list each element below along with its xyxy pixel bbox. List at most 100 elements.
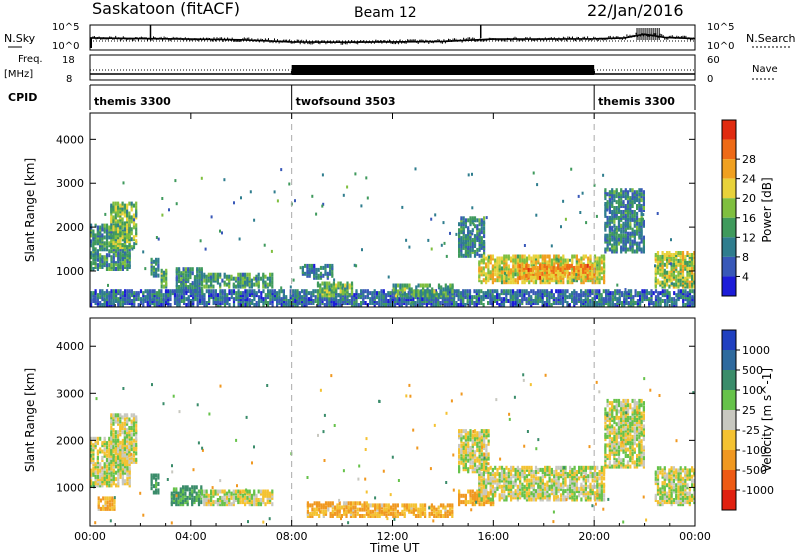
heat-cell	[132, 449, 136, 454]
heat-cell	[595, 289, 599, 294]
heat-cell	[262, 289, 265, 294]
heat-cell	[110, 215, 113, 220]
heat-cell	[360, 204, 363, 208]
heat-cell	[114, 201, 117, 206]
heat-cell	[367, 509, 370, 514]
heat-cell	[527, 301, 531, 305]
heat-cell	[686, 282, 689, 287]
heat-cell	[128, 430, 131, 435]
heat-cell	[536, 299, 540, 303]
heat-cell	[483, 240, 486, 244]
heat-cell	[488, 255, 490, 259]
heat-cell	[244, 498, 247, 502]
heat-cell	[264, 489, 267, 494]
heat-cell	[108, 263, 111, 268]
heat-cell	[617, 192, 621, 197]
heat-cell	[589, 289, 592, 294]
heat-cell	[121, 472, 124, 477]
heat-cell	[614, 227, 617, 231]
heat-cell	[322, 202, 325, 206]
heat-cell	[188, 487, 191, 492]
heat-cell	[135, 417, 138, 422]
heat-cell	[691, 295, 694, 300]
heat-cell	[90, 303, 93, 307]
heat-cell	[541, 254, 544, 259]
heat-cell	[221, 495, 224, 500]
heat-cell	[193, 485, 196, 490]
heat-cell	[681, 256, 685, 261]
heat-cell	[137, 303, 140, 307]
heat-cell	[311, 503, 314, 508]
heat-cell	[330, 293, 333, 298]
heat-cell	[105, 445, 109, 450]
heat-cell	[208, 289, 211, 294]
heat-cell	[193, 283, 197, 287]
heat-cell	[239, 500, 242, 505]
heat-cell	[271, 495, 274, 500]
heat-cell	[624, 221, 627, 226]
heat-cell	[241, 500, 244, 505]
heat-cell	[361, 507, 364, 512]
heat-cell	[158, 299, 161, 303]
heat-cell	[298, 291, 301, 296]
heat-cell	[609, 291, 612, 296]
heat-cell	[105, 460, 109, 465]
heat-cell	[305, 301, 308, 305]
heat-cell	[617, 227, 621, 232]
heat-cell	[112, 289, 115, 294]
heat-cell	[210, 272, 213, 277]
heat-cell	[150, 486, 153, 491]
heat-cell	[253, 289, 256, 294]
heat-cell	[561, 289, 565, 294]
heat-cell	[460, 435, 463, 440]
heat-cell	[90, 458, 93, 462]
heat-cell	[269, 289, 272, 294]
heat-cell	[491, 264, 494, 269]
heat-cell	[391, 295, 394, 300]
heat-cell	[155, 267, 158, 272]
heat-cell	[182, 275, 185, 280]
heat-cell	[126, 451, 129, 456]
heat-cell	[439, 509, 443, 514]
heat-cell	[559, 278, 563, 283]
heat-cell	[464, 441, 467, 446]
heat-cell	[135, 227, 138, 232]
heat-cell	[578, 262, 581, 267]
heat-cell	[405, 503, 409, 508]
heat-cell	[99, 479, 102, 484]
heat-cell	[686, 260, 689, 265]
heat-cell	[403, 283, 406, 288]
heat-cell	[516, 268, 519, 273]
heat-cell	[604, 233, 607, 238]
heat-cell	[128, 477, 131, 482]
heat-cell	[478, 260, 481, 265]
heat-cell	[123, 432, 126, 437]
heat-cell	[324, 509, 328, 514]
heat-cell	[459, 303, 462, 307]
heat-cell	[101, 259, 104, 264]
heat-cell	[226, 293, 229, 298]
heat-cell	[128, 470, 131, 475]
heat-cell	[677, 251, 680, 255]
heat-cell	[269, 491, 272, 496]
heat-cell	[121, 221, 124, 226]
heat-cell	[334, 511, 337, 516]
heat-cell	[462, 226, 465, 231]
heat-cell	[584, 254, 587, 259]
heat-cell	[195, 495, 198, 500]
heat-cell	[419, 507, 422, 512]
heat-cell	[365, 503, 368, 508]
heat-cell	[124, 252, 127, 256]
heat-cell	[620, 213, 623, 218]
heat-cell	[103, 470, 106, 475]
heat-cell	[99, 470, 102, 475]
heat-cell	[255, 291, 258, 296]
heat-cell	[328, 281, 331, 286]
heat-cell	[126, 432, 129, 437]
heat-cell	[223, 489, 226, 494]
heat-cell	[675, 299, 678, 303]
heat-cell	[464, 448, 467, 453]
heat-cell	[364, 301, 367, 305]
heat-cell	[606, 215, 609, 220]
heat-cell	[142, 297, 145, 302]
